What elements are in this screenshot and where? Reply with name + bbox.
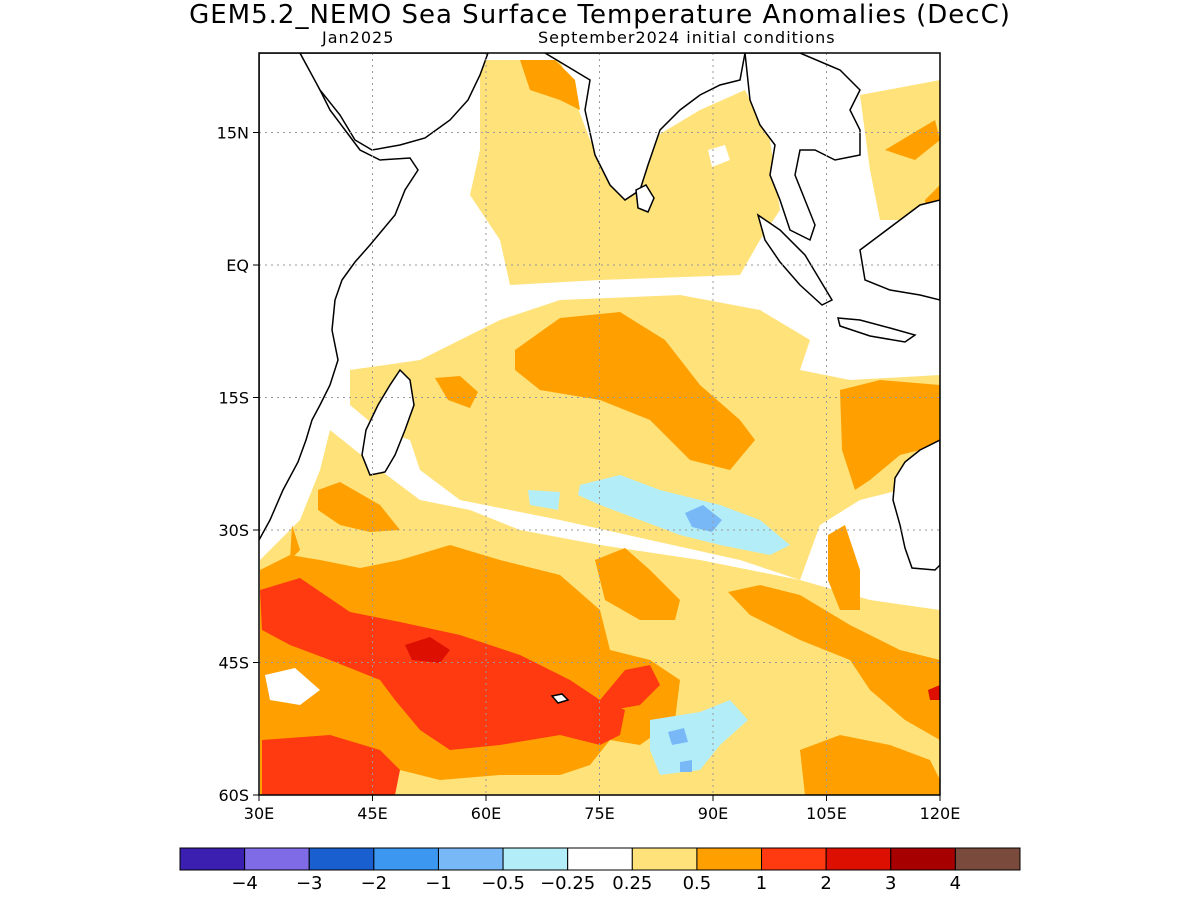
lon-tick-label: 60E bbox=[471, 804, 501, 823]
sri-lanka-coastline bbox=[635, 184, 655, 213]
anomaly-region-1-2 bbox=[260, 578, 625, 750]
colorbar-label: 1 bbox=[756, 873, 767, 894]
kerguelen-coastline bbox=[550, 693, 570, 704]
colorbar-swatch bbox=[696, 847, 763, 871]
longitude-axis: 30E 45E 60E 75E 90E 105E 120E bbox=[244, 795, 961, 823]
anomaly-region-0.5-1 bbox=[885, 120, 940, 160]
colorbar-swatch bbox=[179, 847, 246, 871]
colorbar-swatch bbox=[437, 847, 504, 871]
africa-coastline bbox=[259, 53, 419, 541]
anomaly-field bbox=[260, 60, 940, 795]
madagascar-coastline bbox=[361, 368, 415, 476]
anomaly-region-1-2 bbox=[262, 735, 400, 795]
lon-tick-label: 105E bbox=[806, 804, 847, 823]
colorbar-swatch bbox=[308, 847, 375, 871]
anomaly-region-0.5-1 bbox=[318, 482, 400, 532]
anomaly-region-0.25-0.5 bbox=[400, 420, 560, 450]
lon-tick-label: 90E bbox=[698, 804, 728, 823]
colorbar-swatch bbox=[567, 847, 633, 871]
java-coastline bbox=[837, 317, 917, 343]
sumatra-coastline bbox=[756, 213, 834, 306]
lon-tick-label: 75E bbox=[584, 804, 614, 823]
southeast-asia-coastline bbox=[744, 53, 861, 242]
arabian-peninsula-coastline bbox=[299, 53, 489, 151]
colorbar-swatch bbox=[244, 847, 310, 871]
colorbar-label: −0.25 bbox=[540, 873, 595, 894]
colorbar-label: 3 bbox=[885, 873, 896, 894]
colorbar-label: −2 bbox=[361, 873, 388, 894]
colorbar-label: 4 bbox=[950, 873, 961, 894]
anomaly-region-neg-0.5-1 bbox=[680, 760, 692, 772]
anomaly-region-0.25-0.5 bbox=[350, 295, 940, 580]
colorbar bbox=[179, 847, 1021, 871]
colorbar-label: −1 bbox=[425, 873, 452, 894]
lat-tick-label: 30S bbox=[218, 521, 249, 540]
colorbar-swatch bbox=[373, 847, 439, 871]
land-masses bbox=[259, 53, 940, 704]
grid-lines bbox=[259, 53, 940, 795]
forecast-month: Jan2025 bbox=[322, 28, 395, 47]
colorbar-swatch bbox=[954, 847, 1021, 871]
lat-tick-label: 15S bbox=[218, 389, 249, 408]
colorbar-label: −0.5 bbox=[481, 873, 525, 894]
anomaly-region-0.25-0.5 bbox=[470, 60, 780, 285]
lat-tick-label: 15N bbox=[217, 124, 249, 143]
anomaly-region-neg-0.5-1 bbox=[668, 728, 688, 745]
colorbar-label: 0.25 bbox=[612, 873, 652, 894]
colorbar-swatch bbox=[890, 847, 956, 871]
borneo-java-coastline bbox=[859, 199, 940, 301]
colorbar-label: 0.5 bbox=[683, 873, 712, 894]
anomaly-region-0.5-1 bbox=[515, 312, 755, 470]
lat-tick-label: EQ bbox=[226, 256, 249, 275]
map-title: GEM5.2_NEMO Sea Surface Temperature Anom… bbox=[189, 0, 1011, 30]
anomaly-region-2-3 bbox=[405, 637, 450, 663]
latitude-axis: 15N EQ 15S 30S 45S 60S bbox=[217, 124, 259, 805]
anomaly-region-0.5-1 bbox=[728, 585, 940, 740]
anomaly-region-neg-0.5-1 bbox=[685, 505, 722, 532]
anomaly-region-0.5-1 bbox=[840, 380, 940, 490]
colorbar-swatch bbox=[761, 847, 827, 871]
anomaly-region-0.5-1 bbox=[520, 60, 580, 110]
anomaly-region-2-3 bbox=[928, 685, 940, 700]
anomaly-region-near-zero bbox=[265, 668, 320, 705]
colorbar-label: 2 bbox=[820, 873, 831, 894]
anomaly-region-0.5-1 bbox=[828, 525, 860, 610]
colorbar-label: −4 bbox=[231, 873, 258, 894]
anomaly-region-1-2 bbox=[600, 665, 660, 710]
colorbar-swatch bbox=[502, 847, 569, 871]
anomaly-region-neg-0.25-0.5 bbox=[528, 490, 560, 510]
anomaly-region-0.5-1 bbox=[435, 376, 478, 408]
lon-tick-label: 30E bbox=[244, 804, 274, 823]
colorbar-label: −3 bbox=[296, 873, 323, 894]
anomaly-region-0.5-1 bbox=[800, 735, 940, 795]
colorbar-swatch bbox=[631, 847, 698, 871]
colorbar-labels: −4 −3 −2 −1 −0.5 −0.25 0.25 0.5 1 2 3 4 bbox=[231, 873, 961, 894]
anomaly-region-0.5-1 bbox=[290, 525, 300, 560]
anomaly-region-neg-0.25-0.5 bbox=[578, 475, 790, 555]
lon-tick-label: 120E bbox=[920, 804, 961, 823]
anomaly-region-neg-0.25-0.5 bbox=[650, 700, 748, 775]
lat-tick-label: 45S bbox=[218, 654, 249, 673]
lon-tick-label: 45E bbox=[357, 804, 387, 823]
anomaly-region-0.5-1 bbox=[595, 548, 680, 620]
initial-conditions-label: September2024 initial conditions bbox=[538, 28, 836, 47]
indian-subcontinent-coastline bbox=[543, 53, 746, 201]
colorbar-swatch bbox=[825, 847, 892, 871]
australia-coastline bbox=[892, 439, 940, 571]
lat-tick-label: 60S bbox=[218, 786, 249, 805]
